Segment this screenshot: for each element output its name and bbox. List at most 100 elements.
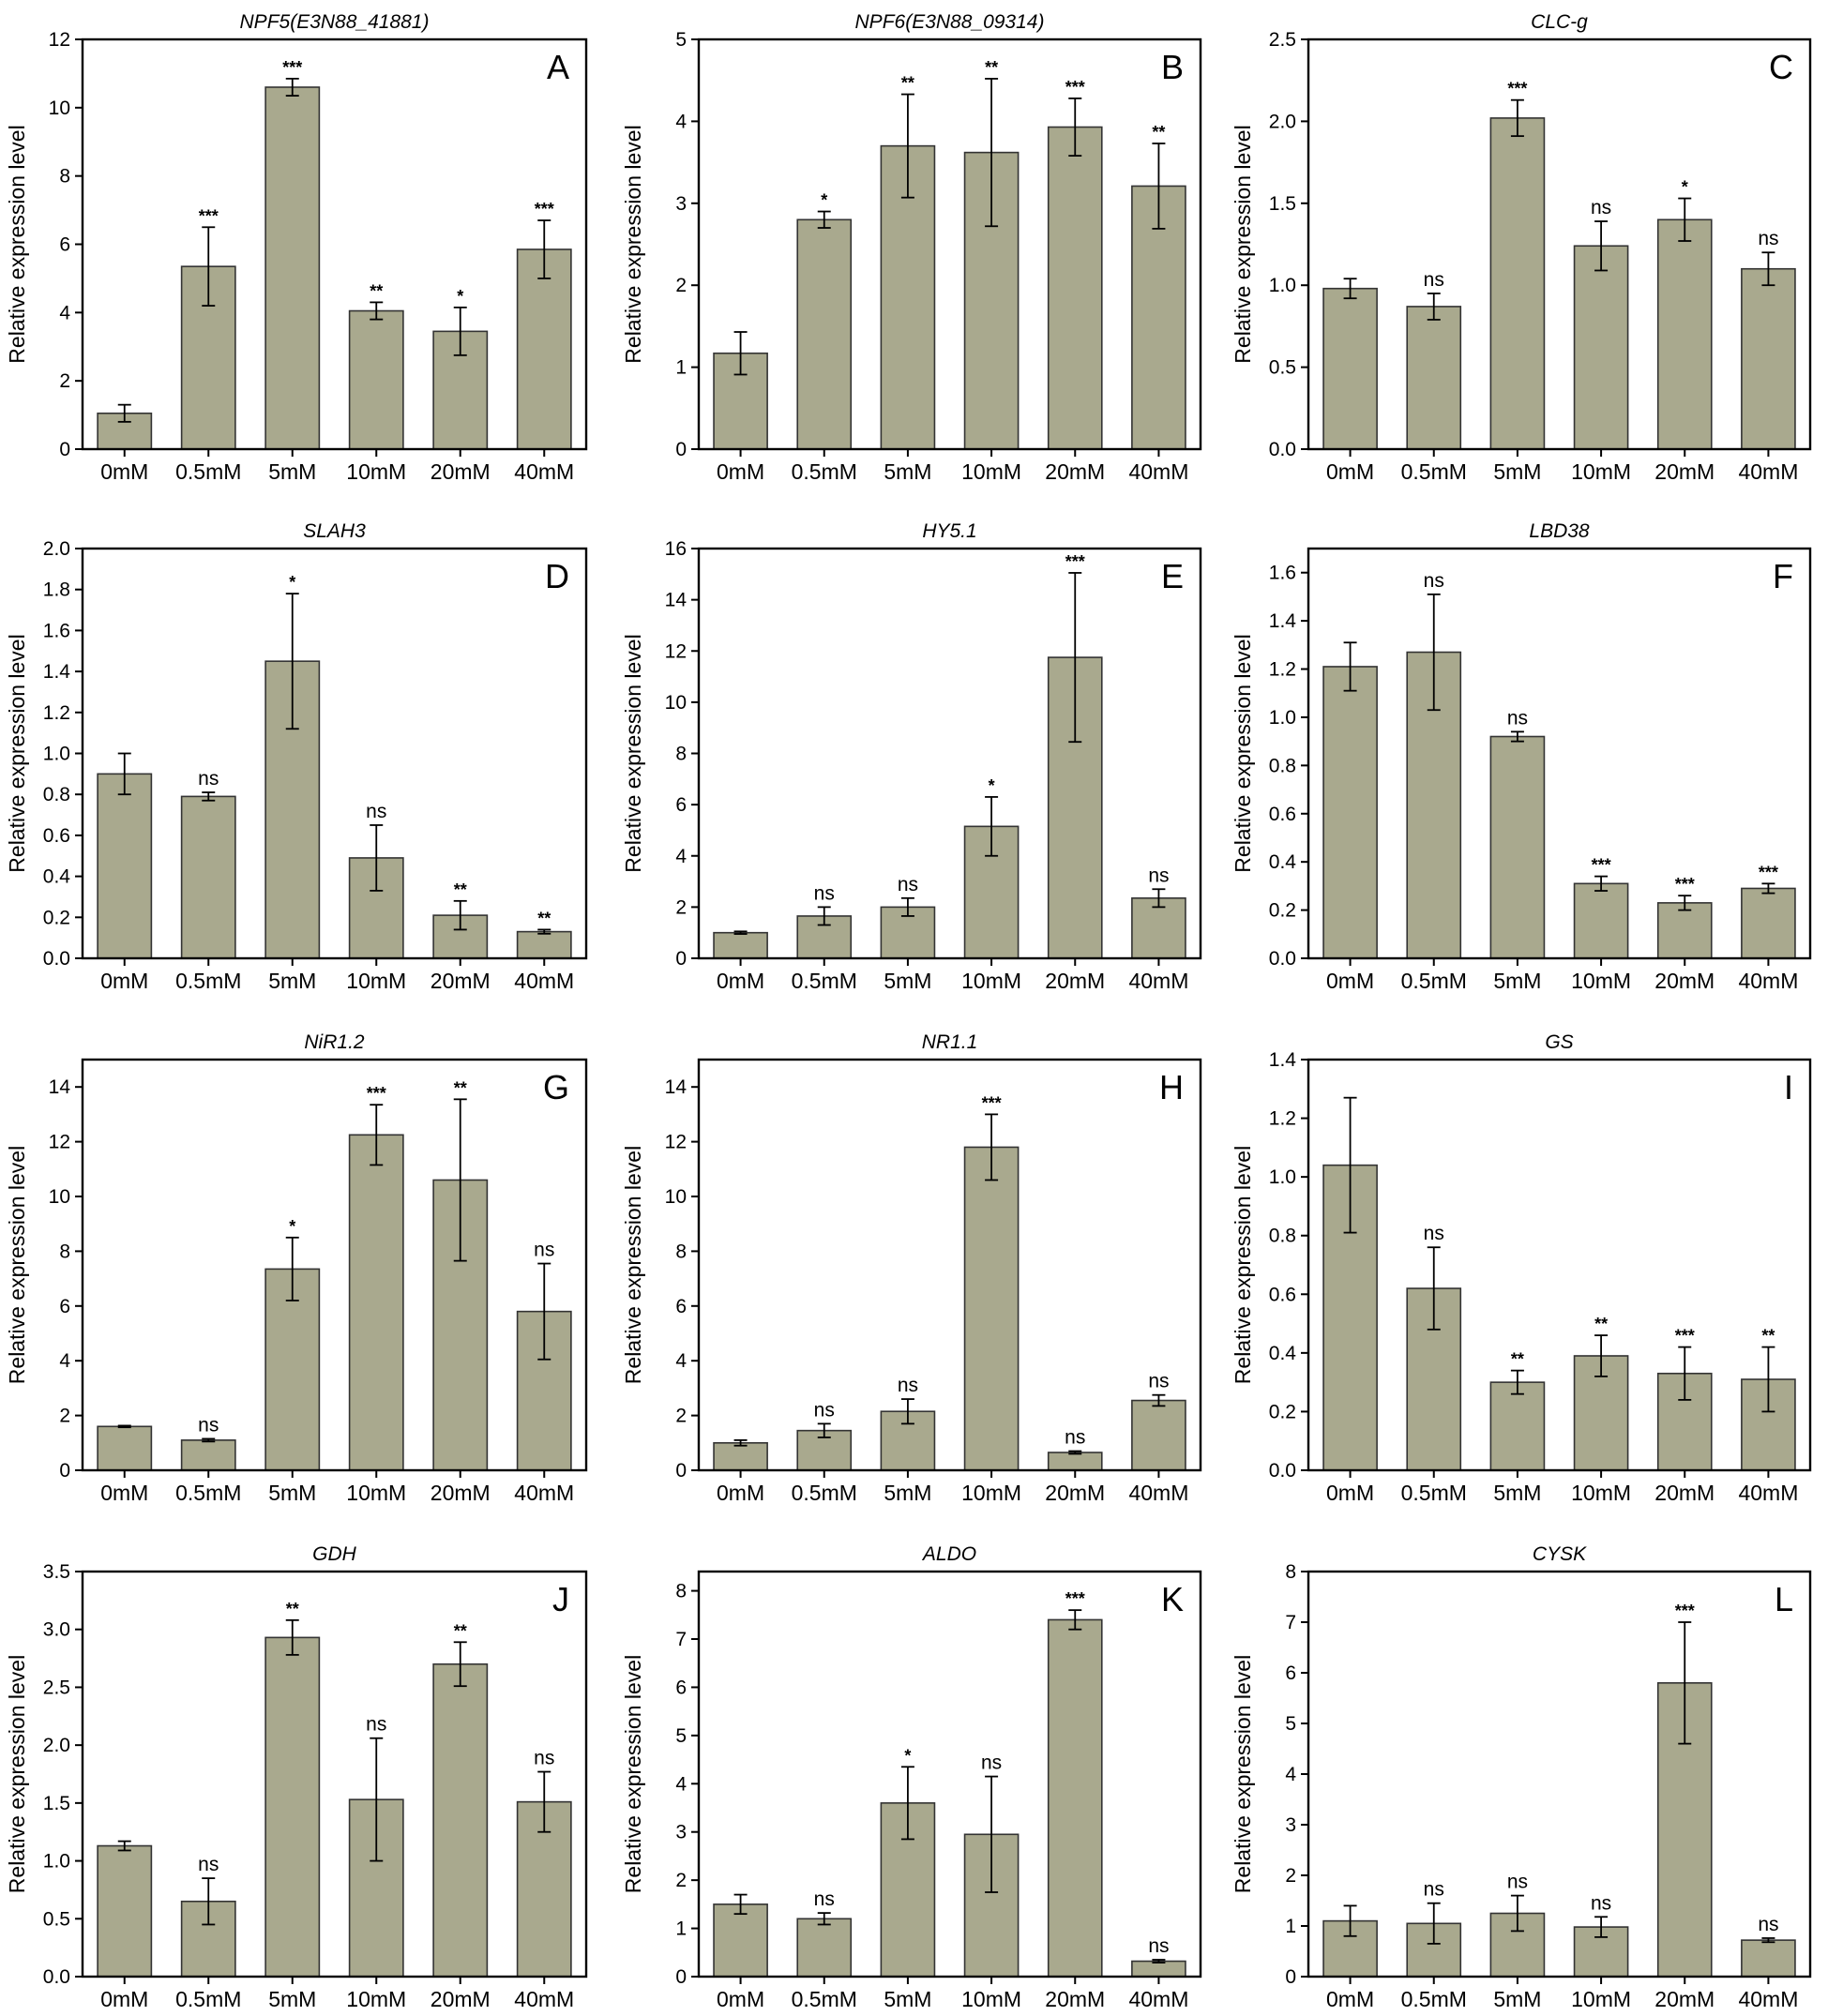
chart-a-significance-3: ** <box>370 281 383 300</box>
chart-e-panel-letter: E <box>1161 557 1184 595</box>
chart-h-x-tick-label-2: 5mM <box>884 1481 931 1505</box>
chart-i-y-tick-label-5: 1.0 <box>1269 1166 1296 1188</box>
chart-i-x-tick-label-1: 0.5mM <box>1401 1481 1467 1505</box>
chart-g-significance-3: *** <box>367 1084 386 1103</box>
chart-e-significance-5: ns <box>1148 865 1169 886</box>
chart-d-y-tick-label-8: 1.6 <box>43 620 70 641</box>
chart-i-panel-letter: I <box>1784 1068 1793 1106</box>
chart-a-y-tick-label-2: 4 <box>59 302 70 323</box>
chart-b-bar-1 <box>796 218 853 450</box>
chart-e-x-tick-label-5: 40mM <box>1128 969 1188 993</box>
chart-k-y-tick-label-2: 2 <box>675 1870 687 1891</box>
chart-b-panel-letter: B <box>1161 48 1184 86</box>
chart-e-panel: HY5.1 E Relative expression level 0mM ns 0.5m… <box>621 520 1202 993</box>
chart-k-title: ALDO <box>921 1543 976 1565</box>
chart-c-panel: CLC-g C Relative expression level 0mM ns 0.5m… <box>1231 11 1812 484</box>
chart-e-y-tick-label-2: 4 <box>675 846 687 867</box>
chart-g-x-tick-label-3: 10mM <box>346 1481 406 1505</box>
chart-j-significance-5: ns <box>534 1748 554 1769</box>
chart-i-panel: GS I Relative expression level 0mM ns 0.5mM **… <box>1231 1031 1812 1505</box>
chart-d-bar-1 <box>180 795 236 959</box>
chart-l-y-tick-label-3: 3 <box>1285 1814 1296 1836</box>
chart-c-bar-3 <box>1573 245 1629 450</box>
chart-c-significance-2: *** <box>1507 80 1527 98</box>
chart-i-y-tick-label-2: 0.4 <box>1269 1343 1297 1364</box>
chart-j-significance-1: ns <box>198 1854 219 1875</box>
chart-h-significance-4: ns <box>1065 1427 1085 1449</box>
chart-f-y-tick-label-7: 1.4 <box>1269 610 1297 632</box>
chart-f-x-tick-label-2: 5mM <box>1493 969 1541 993</box>
chart-l-plot-frame <box>1307 1570 1812 1978</box>
chart-l-x-tick-label-1: 0.5mM <box>1401 1987 1467 2011</box>
chart-j-y-tick-label-2: 1.0 <box>43 1851 70 1873</box>
chart-l-significance-1: ns <box>1424 1879 1444 1901</box>
chart-k-bar-4 <box>1047 1618 1103 1978</box>
chart-c-y-tick-label-0: 0.0 <box>1269 439 1296 460</box>
chart-c-y-tick-label-4: 2.0 <box>1269 111 1296 132</box>
chart-k-bar-1 <box>796 1918 853 1978</box>
chart-d-significance-5: ** <box>537 909 551 927</box>
chart-b-x-tick-label-3: 10mM <box>961 459 1021 484</box>
chart-c-bar-4 <box>1656 218 1713 450</box>
chart-e-bar-0 <box>713 931 768 959</box>
chart-h-significance-3: *** <box>982 1093 1002 1112</box>
chart-d-y-tick-label-6: 1.2 <box>43 702 70 724</box>
chart-d-y-tick-label-7: 1.4 <box>43 661 71 683</box>
chart-k-panel: ALDO K Relative expression level 0mM ns 0.5mM… <box>621 1543 1202 2011</box>
chart-c-x-tick-label-0: 0mM <box>1326 459 1374 484</box>
chart-i-y-tick-label-0: 0.0 <box>1269 1460 1296 1482</box>
chart-j-y-tick-label-1: 0.5 <box>43 1908 70 1930</box>
chart-e-y-tick-label-7: 14 <box>665 590 687 611</box>
chart-i-x-tick-label-2: 5mM <box>1493 1481 1541 1505</box>
chart-c-y-tick-label-5: 2.5 <box>1269 29 1296 51</box>
chart-b-significance-3: ** <box>985 58 998 77</box>
chart-j-y-tick-label-3: 1.5 <box>43 1793 70 1814</box>
chart-d-significance-3: ns <box>366 801 386 822</box>
chart-h-bar-0 <box>713 1442 768 1471</box>
chart-d-bar-5 <box>516 930 572 959</box>
chart-g-panel-letter: G <box>543 1068 569 1106</box>
chart-h-title: NR1.1 <box>922 1031 978 1053</box>
chart-j-plot-frame <box>81 1570 588 1978</box>
chart-a-y-tick-label-1: 2 <box>59 370 70 392</box>
chart-f-x-tick-label-1: 0.5mM <box>1401 969 1467 993</box>
chart-e-x-tick-label-2: 5mM <box>884 969 931 993</box>
chart-l-y-axis-title: Relative expression level <box>1231 1655 1255 1893</box>
chart-c-significance-1: ns <box>1424 269 1444 291</box>
chart-j-x-tick-label-5: 40mM <box>514 1987 574 2011</box>
chart-c-x-tick-label-3: 10mM <box>1571 459 1631 484</box>
chart-d-y-tick-label-3: 0.6 <box>43 825 70 847</box>
chart-h-bar-4 <box>1047 1452 1103 1471</box>
chart-a-bar-5 <box>516 248 572 450</box>
chart-e-y-tick-label-8: 16 <box>665 538 687 560</box>
chart-l-y-tick-label-6: 6 <box>1285 1662 1296 1684</box>
chart-f-significance-1: ns <box>1424 570 1444 592</box>
chart-h-significance-5: ns <box>1148 1371 1169 1392</box>
chart-d-y-tick-label-0: 0.0 <box>43 948 70 970</box>
chart-j-y-tick-label-6: 3.0 <box>43 1619 70 1641</box>
chart-e-y-tick-label-1: 2 <box>675 896 687 918</box>
chart-c-y-tick-label-3: 1.5 <box>1269 193 1296 215</box>
chart-d-plot-frame <box>81 547 588 960</box>
chart-g-significance-2: * <box>289 1217 295 1236</box>
chart-a-significance-4: * <box>457 287 463 306</box>
chart-j-significance-4: ** <box>454 1621 467 1640</box>
chart-e-y-tick-label-5: 10 <box>665 692 687 714</box>
chart-b-y-axis-title: Relative expression level <box>621 125 645 363</box>
chart-d-y-axis-title: Relative expression level <box>5 634 29 872</box>
chart-h-x-tick-label-4: 20mM <box>1045 1481 1105 1505</box>
chart-b-significance-2: ** <box>901 74 914 93</box>
chart-h-y-tick-label-2: 4 <box>675 1350 687 1372</box>
chart-h-y-tick-label-4: 8 <box>675 1241 687 1262</box>
chart-k-significance-3: ns <box>981 1753 1002 1774</box>
chart-b-panel: NPF6(E3N88_09314) B Relative expression le… <box>621 11 1202 484</box>
chart-j-y-tick-label-0: 0.0 <box>43 1966 70 1988</box>
chart-f-y-tick-label-5: 1.0 <box>1269 707 1296 729</box>
chart-k-y-tick-label-5: 5 <box>675 1725 687 1747</box>
chart-e-y-tick-label-3: 6 <box>675 794 687 816</box>
chart-k-y-tick-label-7: 7 <box>675 1629 687 1650</box>
chart-l-significance-4: *** <box>1675 1602 1695 1620</box>
chart-f-significance-3: *** <box>1592 856 1611 875</box>
chart-e-x-tick-label-0: 0mM <box>717 969 764 993</box>
